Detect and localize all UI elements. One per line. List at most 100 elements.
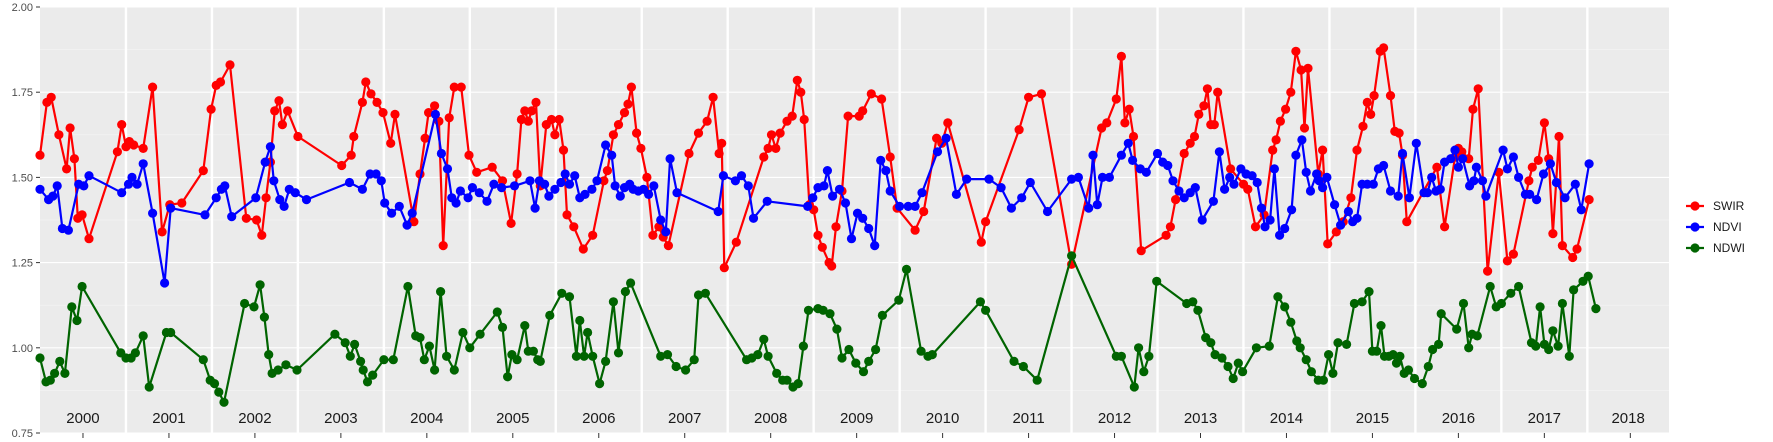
swir-point [157, 227, 167, 237]
ndvi-point [451, 198, 461, 208]
swir-point [409, 217, 419, 227]
ndvi-point [1318, 183, 1328, 193]
swir-point [1468, 104, 1478, 114]
ndwi-point [1217, 353, 1227, 363]
ndvi-point [1275, 230, 1285, 240]
swir-point [456, 82, 466, 92]
ndvi-point [467, 183, 477, 193]
ndvi-point [560, 169, 570, 179]
ndwi-point [1553, 341, 1563, 351]
year-label-layer: 2000 2001 2002 2003 2004 2005 2006 2007 2008 2009… [66, 410, 1645, 427]
swir-point [1318, 145, 1328, 155]
ndwi-point [503, 372, 513, 382]
ndvi-point [1570, 179, 1580, 189]
ndwi-point [249, 302, 259, 312]
ndvi-point [1305, 186, 1316, 196]
swir-point [1584, 195, 1594, 205]
ndvi-point [570, 171, 580, 181]
swir-point [1296, 65, 1306, 75]
swir-point [714, 148, 724, 159]
swir-point [1379, 43, 1389, 53]
swir-point [831, 222, 841, 232]
ndvi-point [35, 184, 45, 194]
year-label-2002: 2002 [238, 410, 271, 427]
ndvi-point [1314, 176, 1324, 186]
swir-point [1440, 222, 1450, 232]
ndvi-point [380, 198, 390, 208]
ndwi-point [436, 287, 446, 297]
legend-key-point [1690, 222, 1700, 232]
ndwi-point [595, 379, 605, 389]
ndvi-point [1458, 154, 1468, 164]
ndwi-point [415, 333, 425, 343]
ndvi-point [200, 210, 210, 220]
ndvi-point [1128, 155, 1138, 165]
ndvi-point [544, 191, 554, 201]
ndwi-point [1434, 339, 1444, 349]
ndwi-point [825, 309, 835, 319]
ndvi-point [1404, 193, 1414, 203]
swir-point [1291, 46, 1301, 56]
ndvi-point [1379, 160, 1389, 171]
ndvi-point [1084, 203, 1094, 213]
ndwi-point [130, 348, 140, 358]
ndwi-point [1423, 361, 1433, 372]
ndvi-point [275, 195, 285, 205]
swir-point [588, 230, 598, 240]
ndwi-point [1144, 351, 1154, 361]
ndvi-point [665, 154, 675, 164]
ndwi-point [512, 355, 522, 365]
ndwi-point [492, 307, 502, 317]
ndwi-point [753, 350, 763, 360]
ndwi-point [1452, 324, 1462, 334]
swir-point [877, 94, 887, 104]
legend-item-swir: SWIR [1686, 199, 1745, 213]
ndwi-point [1032, 375, 1042, 385]
ndvi-point [117, 188, 127, 198]
swir-point [702, 116, 712, 126]
ndwi-point [700, 288, 711, 298]
ndwi-point [362, 377, 373, 387]
swir-point [261, 193, 271, 203]
swir-point [506, 218, 516, 228]
ndwi-point [50, 368, 60, 378]
ndvi-point [730, 176, 741, 186]
ndwi-point [67, 302, 77, 312]
ndvi-point [371, 169, 381, 179]
swir-point [1102, 118, 1112, 128]
ndwi-point [138, 331, 148, 341]
ndvi-point [610, 181, 620, 191]
ndvi-point [1301, 167, 1311, 177]
ndwi-point [1251, 343, 1261, 353]
ndvi-point [615, 191, 625, 201]
ndwi-point [818, 305, 828, 315]
ndwi-point [583, 327, 593, 338]
ndvi-point [564, 179, 575, 189]
swir-point [1179, 148, 1189, 159]
ndwi-point [358, 365, 368, 375]
swir-point [717, 138, 727, 148]
swir-point [648, 230, 658, 240]
year-label-2008: 2008 [754, 410, 787, 427]
ndwi-point [219, 397, 229, 407]
ndvi-point [1152, 148, 1163, 159]
swir-point [472, 167, 482, 177]
swir-point [693, 128, 704, 138]
swir-point [632, 128, 642, 138]
swir-point [1331, 227, 1341, 237]
ndvi-point [1422, 188, 1432, 198]
ndvi-point [463, 193, 473, 203]
swir-point [252, 215, 262, 225]
ndvi-point [1368, 179, 1378, 189]
ndwi-point [281, 360, 291, 370]
ndwi-point [1129, 382, 1139, 392]
ndvi-point [1208, 196, 1218, 206]
ndwi-point [1458, 298, 1469, 309]
ndvi-point [436, 148, 446, 159]
ndvi-point [803, 201, 813, 211]
swir-point [885, 152, 895, 162]
ndwi-point [671, 361, 681, 372]
swir-point [378, 108, 388, 118]
swir-point [531, 97, 541, 107]
swir-point [763, 143, 773, 153]
